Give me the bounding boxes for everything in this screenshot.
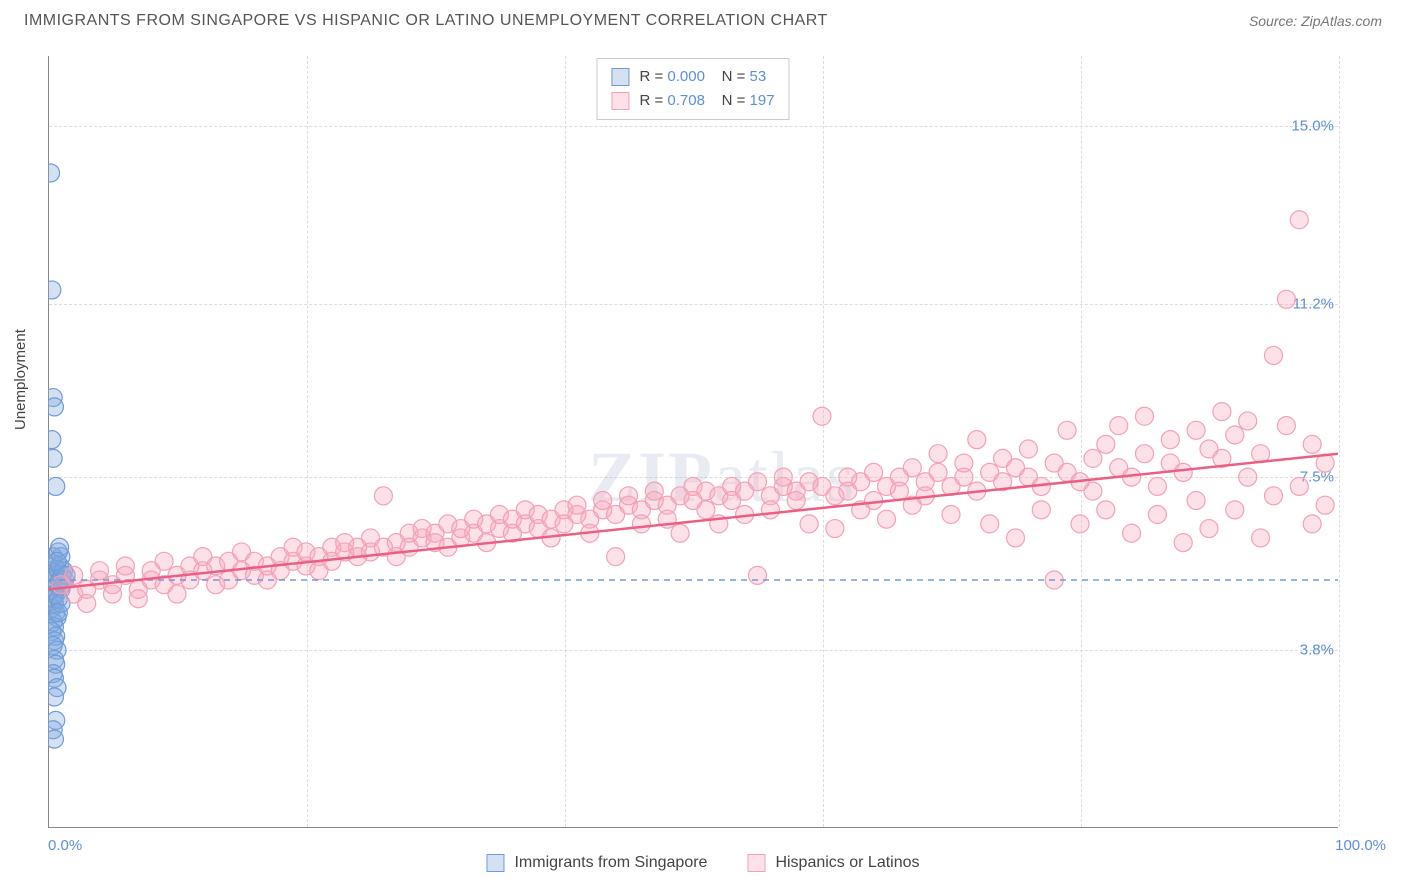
legend-stats: R = 0.708 N = 197 <box>639 89 774 113</box>
scatter-svg <box>48 56 1338 828</box>
x-axis-min-label: 0.0% <box>48 837 82 854</box>
legend-swatch-icon <box>486 854 504 872</box>
series-name: Hispanics or Latinos <box>775 854 919 872</box>
legend-row: R = 0.000 N = 53 <box>611 65 774 89</box>
gridline-v <box>1339 56 1340 827</box>
series-legend-item: Immigrants from Singapore <box>486 854 707 872</box>
chart-plot-area: 3.8%7.5%11.2%15.0% R = 0.000 N = 53R = 0… <box>48 56 1338 828</box>
source-attribution: Source: ZipAtlas.com <box>1249 13 1382 29</box>
series-legend-item: Hispanics or Latinos <box>747 854 919 872</box>
correlation-legend: R = 0.000 N = 53R = 0.708 N = 197 <box>596 58 789 120</box>
legend-stats: R = 0.000 N = 53 <box>639 65 766 89</box>
x-axis-max-label: 100.0% <box>1335 837 1386 854</box>
series-name: Immigrants from Singapore <box>514 854 707 872</box>
series-legend: Immigrants from Singapore Hispanics or La… <box>486 854 919 872</box>
legend-swatch-icon <box>747 854 765 872</box>
legend-swatch-icon <box>611 92 629 110</box>
y-axis-label: Unemployment <box>12 329 29 430</box>
chart-title: IMMIGRANTS FROM SINGAPORE VS HISPANIC OR… <box>24 12 828 30</box>
legend-row: R = 0.708 N = 197 <box>611 89 774 113</box>
legend-swatch-icon <box>611 68 629 86</box>
